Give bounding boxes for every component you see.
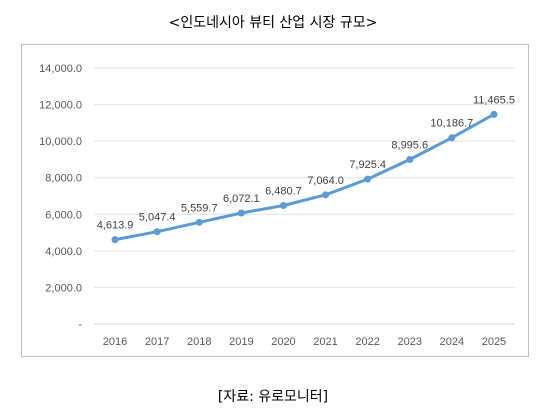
- data-point: [406, 156, 414, 164]
- x-tick-label: 2020: [271, 336, 295, 348]
- data-label: 6,480.7: [265, 185, 302, 197]
- x-tick-label: 2019: [229, 336, 253, 348]
- y-tick-label: 14,000.0: [39, 63, 82, 75]
- x-tick-label: 2016: [103, 336, 127, 348]
- data-label: 6,072.1: [223, 193, 260, 205]
- data-point: [195, 218, 203, 226]
- y-tick-label: -: [78, 319, 82, 331]
- chart-title: <인도네시아 뷰티 산업 시장 규모>: [168, 15, 378, 31]
- x-tick-label: 2022: [355, 336, 379, 348]
- y-tick-label: 12,000.0: [39, 100, 82, 112]
- x-tick-label: 2025: [482, 336, 506, 348]
- x-tick-label: 2023: [398, 336, 422, 348]
- x-tick-label: 2021: [313, 336, 337, 348]
- data-point: [153, 228, 161, 236]
- source-caption: [자료: 유로모니터]: [217, 389, 329, 405]
- data-label: 7,064.0: [307, 175, 344, 187]
- series-line: [113, 112, 496, 242]
- chart-frame: [21, 44, 529, 357]
- data-label: 5,047.4: [139, 212, 176, 224]
- data-label: 11,465.5: [473, 94, 515, 106]
- data-point: [448, 134, 456, 142]
- y-tick-label: 6,000.0: [45, 209, 82, 221]
- data-label: 4,613.9: [97, 220, 134, 232]
- y-tick-label: 10,000.0: [39, 136, 82, 148]
- data-point: [237, 209, 245, 217]
- data-label: 10,186.7: [430, 118, 473, 130]
- x-tick-label: 2018: [187, 336, 211, 348]
- x-tick-label: 2024: [440, 336, 464, 348]
- data-label: 5,559.7: [181, 202, 218, 214]
- x-tick-label: 2017: [145, 336, 169, 348]
- data-point: [322, 191, 330, 199]
- y-tick-label: 4,000.0: [45, 246, 82, 258]
- data-label: 7,925.4: [349, 159, 386, 171]
- data-point: [111, 236, 119, 244]
- data-point: [279, 201, 287, 209]
- data-point: [364, 175, 372, 183]
- data-label: 8,995.6: [391, 140, 428, 152]
- y-tick-label: 8,000.0: [45, 173, 82, 185]
- data-point: [490, 110, 498, 118]
- y-tick-label: 2,000.0: [45, 282, 82, 294]
